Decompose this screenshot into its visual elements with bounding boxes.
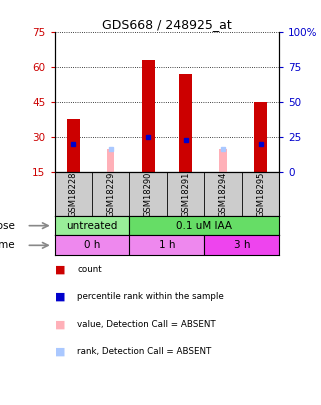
Bar [55,235,129,255]
Text: ■: ■ [55,320,65,329]
Text: ■: ■ [55,347,65,357]
Title: GDS668 / 248925_at: GDS668 / 248925_at [102,18,232,31]
Bar [254,102,267,172]
Text: GSM18228: GSM18228 [69,171,78,217]
Text: 0.1 uM IAA: 0.1 uM IAA [176,221,232,231]
Text: untreated: untreated [66,221,118,231]
Text: 1 h: 1 h [159,240,175,250]
Text: dose: dose [0,221,15,231]
Text: 3 h: 3 h [234,240,250,250]
Bar [55,216,129,235]
Bar [219,149,227,172]
Text: 0 h: 0 h [84,240,100,250]
Text: time: time [0,240,15,250]
Bar [179,75,192,172]
Bar [107,149,115,172]
Text: GSM18294: GSM18294 [219,171,228,217]
Text: GSM18291: GSM18291 [181,171,190,217]
Text: rank, Detection Call = ABSENT: rank, Detection Call = ABSENT [77,347,212,356]
Bar [129,216,279,235]
Text: GSM18295: GSM18295 [256,171,265,217]
Bar [142,60,155,172]
Bar [204,235,279,255]
Text: GSM18290: GSM18290 [144,171,153,217]
Text: count: count [77,265,102,274]
Text: percentile rank within the sample: percentile rank within the sample [77,292,224,301]
Text: value, Detection Call = ABSENT: value, Detection Call = ABSENT [77,320,216,329]
Bar [67,119,80,172]
Text: ■: ■ [55,264,65,274]
Text: ■: ■ [55,292,65,302]
Text: GSM18229: GSM18229 [106,171,115,217]
Bar [129,235,204,255]
